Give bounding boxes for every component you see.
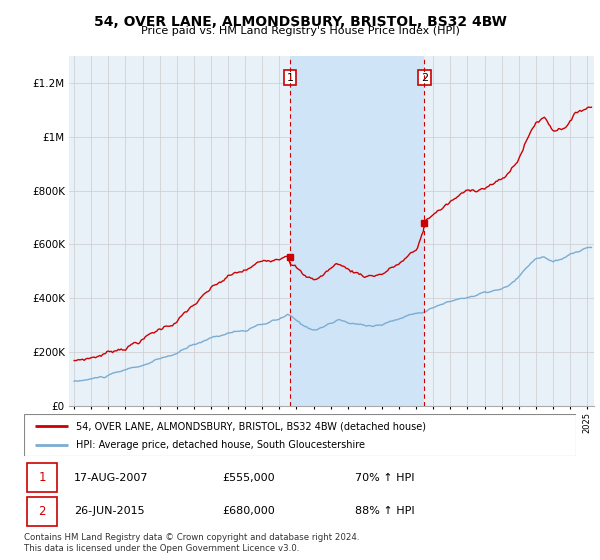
Text: 2: 2 — [38, 505, 46, 518]
Text: HPI: Average price, detached house, South Gloucestershire: HPI: Average price, detached house, Sout… — [76, 440, 365, 450]
Text: 26-JUN-2015: 26-JUN-2015 — [74, 506, 145, 516]
Bar — [27, 497, 57, 526]
Text: £555,000: £555,000 — [223, 473, 275, 483]
Text: 2: 2 — [421, 73, 428, 82]
Text: Price paid vs. HM Land Registry's House Price Index (HPI): Price paid vs. HM Land Registry's House … — [140, 26, 460, 36]
Text: 54, OVER LANE, ALMONDSBURY, BRISTOL, BS32 4BW: 54, OVER LANE, ALMONDSBURY, BRISTOL, BS3… — [94, 15, 506, 29]
Bar — [290, 56, 424, 406]
Text: £680,000: £680,000 — [223, 506, 275, 516]
Text: 1: 1 — [287, 73, 293, 82]
Text: 88% ↑ HPI: 88% ↑ HPI — [355, 506, 415, 516]
Text: 1: 1 — [38, 471, 46, 484]
Text: 17-AUG-2007: 17-AUG-2007 — [74, 473, 148, 483]
Text: 70% ↑ HPI: 70% ↑ HPI — [355, 473, 415, 483]
Text: 54, OVER LANE, ALMONDSBURY, BRISTOL, BS32 4BW (detached house): 54, OVER LANE, ALMONDSBURY, BRISTOL, BS3… — [76, 421, 427, 431]
Bar — [27, 463, 57, 492]
Text: Contains HM Land Registry data © Crown copyright and database right 2024.
This d: Contains HM Land Registry data © Crown c… — [24, 533, 359, 553]
